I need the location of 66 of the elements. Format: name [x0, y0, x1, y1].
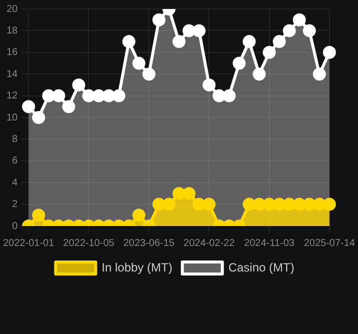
- point: [22, 100, 36, 114]
- point: [52, 89, 66, 102]
- point: [232, 56, 246, 70]
- y-tick-label: 18: [6, 25, 18, 36]
- y-tick-label: 12: [6, 90, 18, 102]
- point: [202, 78, 216, 92]
- point: [82, 89, 96, 102]
- point: [182, 24, 196, 38]
- point: [112, 89, 126, 102]
- point: [72, 78, 86, 92]
- point: [152, 198, 166, 211]
- point: [132, 56, 146, 70]
- x-tick-label: 2022-10-05: [63, 238, 115, 249]
- y-tick-label: 10: [6, 112, 18, 124]
- point: [172, 186, 186, 200]
- point: [32, 111, 46, 124]
- point: [202, 198, 216, 211]
- point: [242, 198, 256, 211]
- y-tick-label: 16: [6, 47, 18, 58]
- y-tick-label: 8: [12, 134, 18, 145]
- legend-label: In lobby (MT): [102, 260, 172, 274]
- point: [282, 24, 296, 38]
- x-tick-label: 2025-07-14: [304, 238, 356, 249]
- point: [152, 13, 166, 26]
- point: [142, 68, 156, 81]
- point: [302, 24, 316, 38]
- point: [212, 89, 226, 102]
- point: [102, 89, 116, 102]
- point: [182, 186, 196, 200]
- x-tick-label: 2024-02-22: [184, 238, 236, 249]
- point: [272, 35, 286, 48]
- point: [282, 198, 296, 211]
- point: [262, 46, 276, 59]
- y-tick-label: 6: [12, 156, 18, 167]
- point: [32, 208, 46, 222]
- point: [292, 198, 306, 211]
- point: [42, 89, 56, 102]
- point: [92, 89, 106, 102]
- point: [162, 198, 176, 211]
- point: [292, 13, 306, 26]
- y-tick-label: 4: [12, 177, 18, 188]
- point: [322, 198, 336, 211]
- y-tick-label: 2: [12, 199, 18, 210]
- point: [272, 198, 286, 211]
- point: [252, 68, 266, 81]
- legend-label: Casino (MT): [228, 260, 294, 274]
- point: [172, 35, 186, 48]
- x-tick-label: 2024-11-03: [244, 238, 295, 249]
- point: [242, 35, 256, 48]
- point: [322, 46, 336, 59]
- x-tick-label: 2022-01-01: [3, 238, 55, 249]
- point: [252, 198, 266, 211]
- point: [132, 208, 146, 222]
- y-tick-label: 20: [6, 4, 18, 15]
- point: [192, 24, 206, 38]
- x-tick-label: 2023-06-15: [123, 238, 175, 249]
- point: [192, 198, 206, 211]
- point: [312, 198, 326, 211]
- point: [312, 68, 326, 81]
- point: [262, 198, 276, 211]
- y-tick-label: 14: [6, 68, 18, 80]
- point: [62, 100, 76, 114]
- y-tick-label: 0: [12, 220, 18, 232]
- point: [302, 198, 316, 211]
- point: [122, 35, 136, 48]
- point: [222, 89, 236, 102]
